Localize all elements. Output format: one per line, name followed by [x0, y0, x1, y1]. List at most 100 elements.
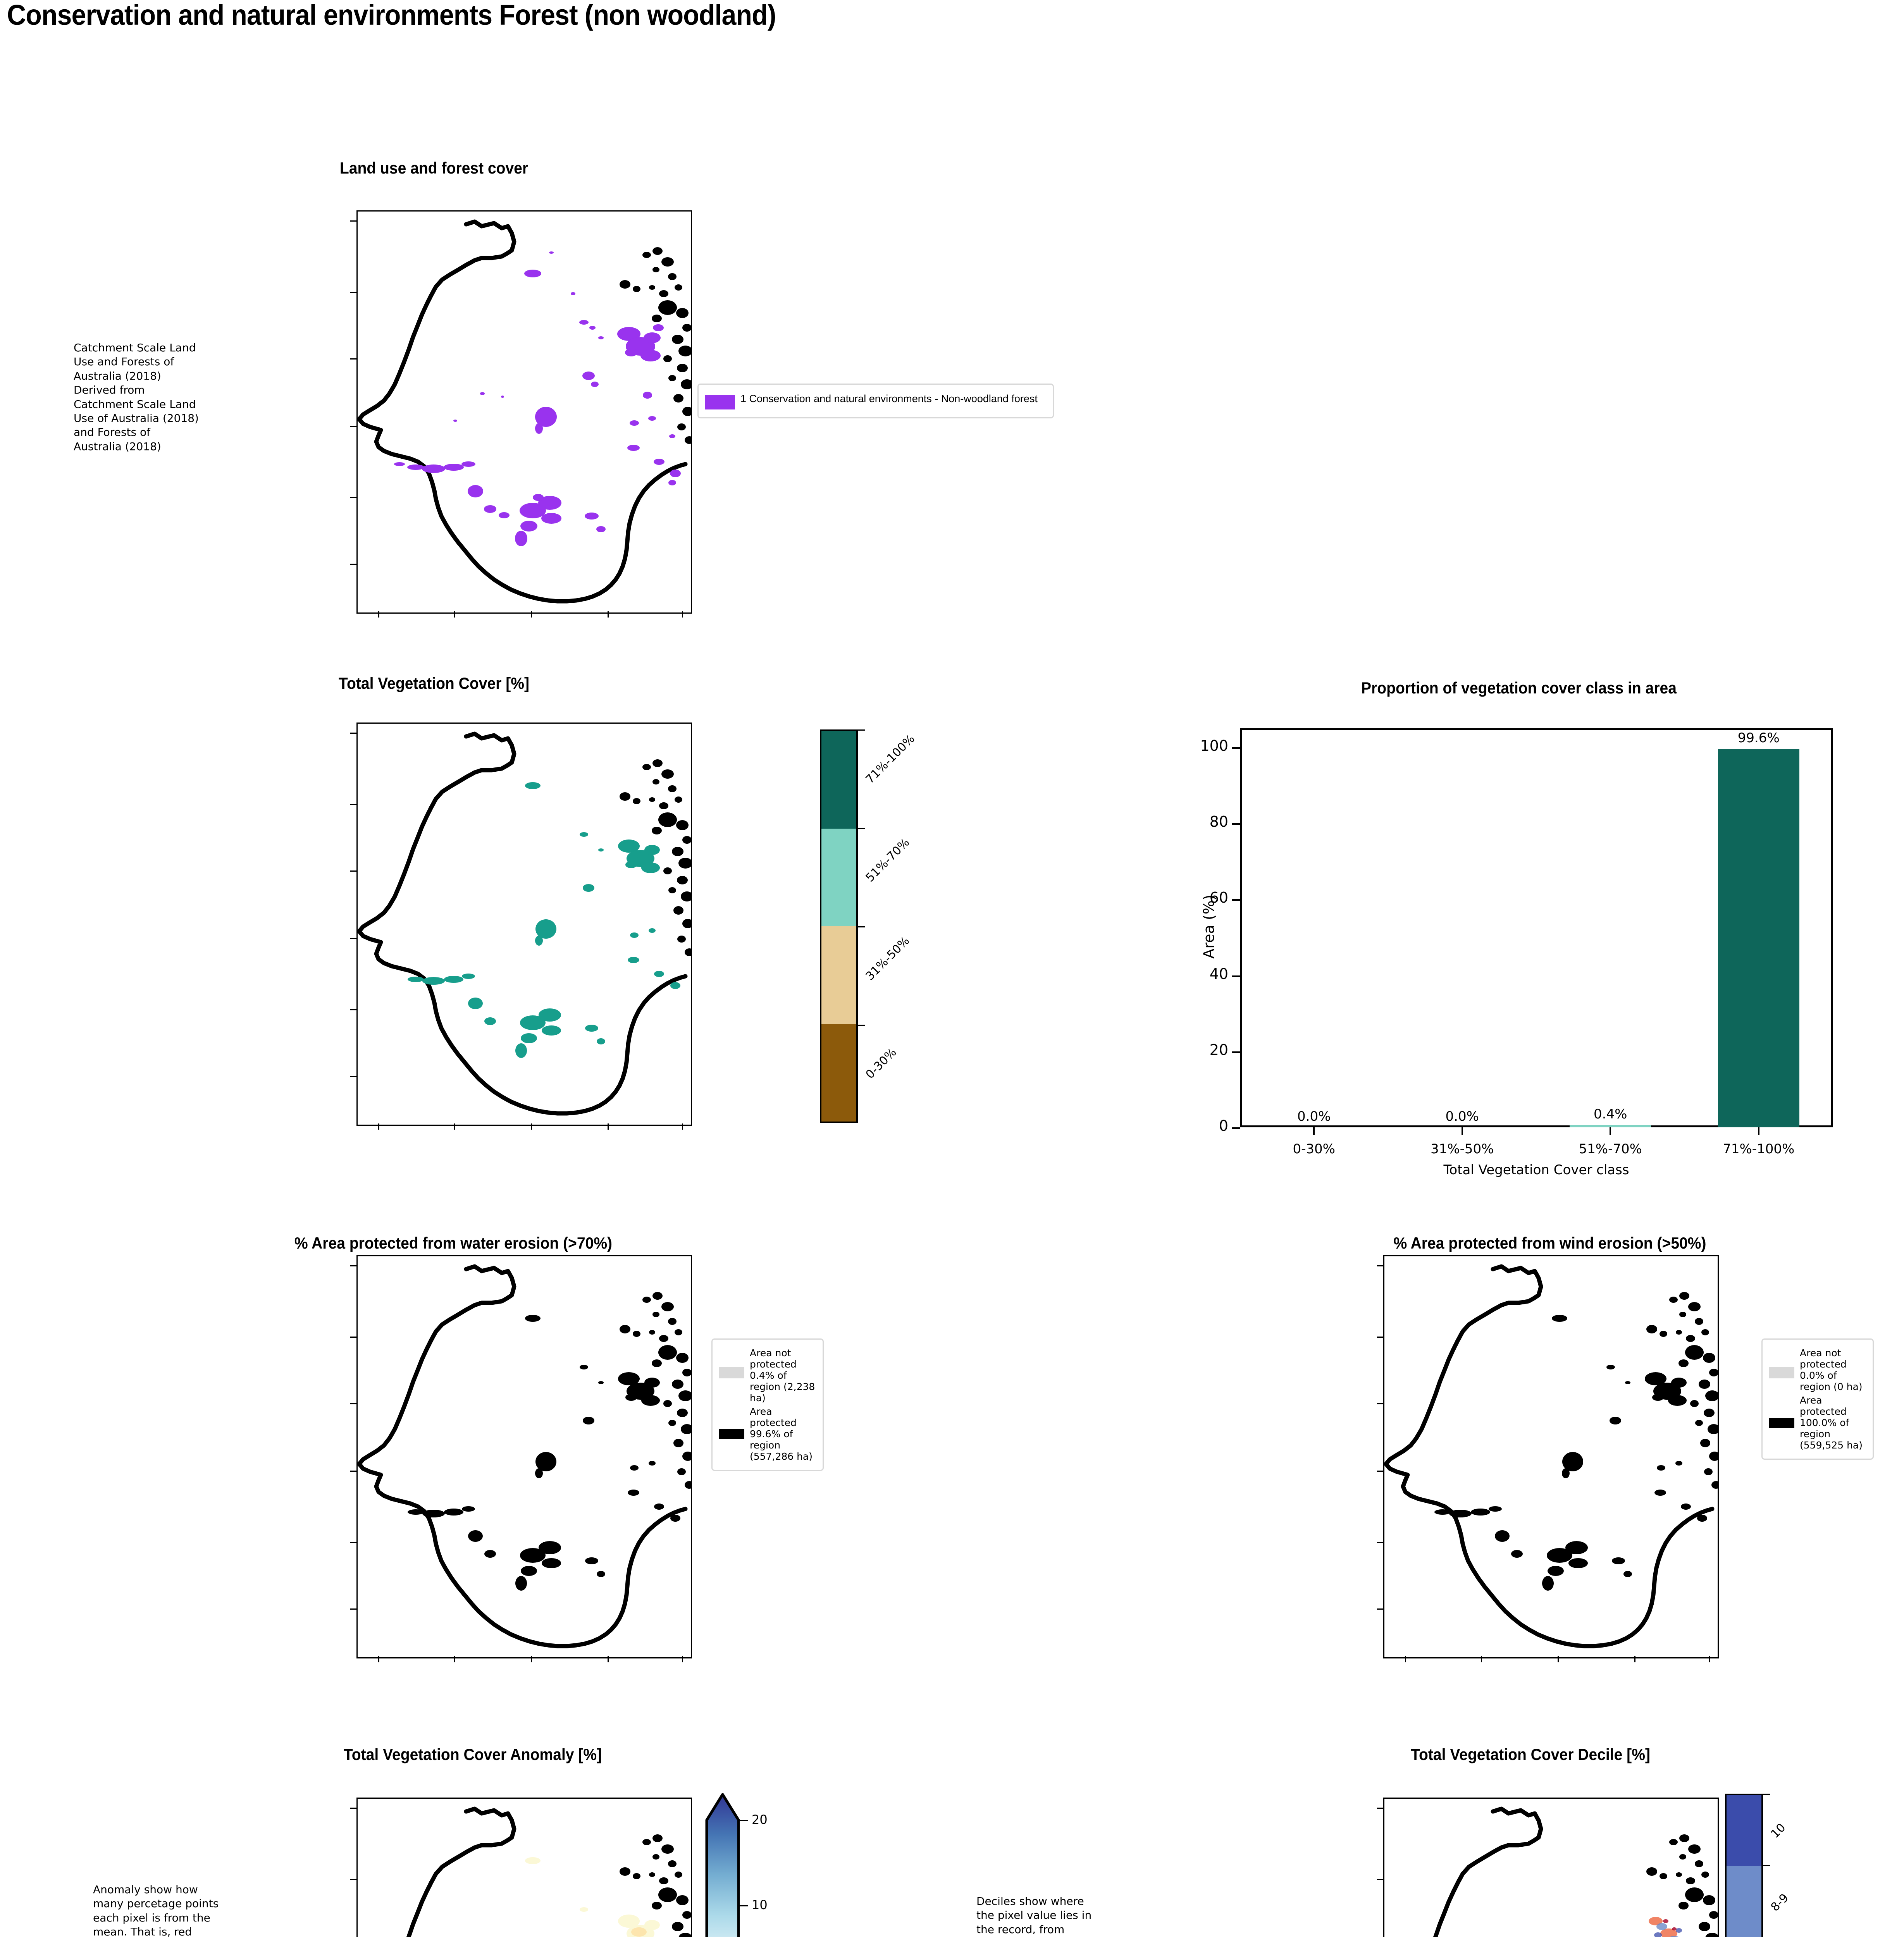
decile-colorbar: 108-94-72-31	[1725, 1794, 1791, 1937]
colorbar-segment	[1727, 1795, 1761, 1866]
decile-map	[1377, 1798, 1719, 1937]
barchart-y-tick-label: 80	[1209, 813, 1228, 831]
map-tick	[1377, 1808, 1383, 1809]
map-tick	[454, 611, 455, 618]
barchart-x-tick-label: 51%-70%	[1579, 1141, 1642, 1157]
colorbar-segment	[821, 731, 856, 829]
decile-panel-title: Total Vegetation Cover Decile [%]	[1411, 1745, 1650, 1763]
map-tick	[531, 1656, 532, 1662]
colorbar-tick-label: 20	[752, 1812, 768, 1827]
map-tick	[682, 1123, 683, 1130]
map-tick	[350, 220, 356, 222]
map-tick	[350, 1808, 356, 1809]
anomaly-panel-title: Total Vegetation Cover Anomaly [%]	[343, 1745, 602, 1763]
map-tick	[350, 1403, 356, 1404]
landuse-legend-swatch	[705, 395, 735, 409]
anomaly-map-svg	[406, 1806, 691, 1937]
map-tick	[378, 1656, 379, 1662]
wind-erosion-legend-item-row: Area not protected 0.0% of region (0 ha)	[1769, 1347, 1866, 1392]
map-tick	[350, 1076, 356, 1077]
colorbar-tick	[858, 926, 865, 927]
vegcover-map-svg	[358, 731, 691, 1116]
anomaly-colorbar-svg	[705, 1793, 740, 1937]
barchart-title: Proportion of vegetation cover class in …	[1361, 679, 1677, 697]
barchart-y-tick	[1232, 1051, 1240, 1053]
barchart-y-tick-label: 60	[1209, 889, 1228, 907]
map-tick	[1377, 1542, 1383, 1543]
colorbar-label: 0-30%	[863, 1045, 899, 1082]
barchart-y-tick	[1232, 975, 1240, 977]
colorbar-segment	[821, 926, 856, 1024]
barchart-bar	[1570, 1125, 1651, 1127]
map-tick	[350, 733, 356, 734]
landuse-legend: 1 Conservation and natural environments …	[697, 384, 1054, 418]
map-tick	[350, 1009, 356, 1010]
wind-erosion-map-svg	[1384, 1264, 1718, 1648]
map-tick	[350, 1608, 356, 1610]
map-tick	[1377, 1265, 1383, 1266]
water-erosion-legend-item-row: Area protected 99.6% of region (557,286 …	[719, 1406, 816, 1462]
barchart-y-tick-label: 40	[1209, 965, 1228, 982]
landuse-map-svg	[358, 219, 691, 604]
wind-erosion-map	[1377, 1255, 1719, 1662]
landuse-sidenote: Catchment Scale Land Use and Forests of …	[74, 341, 199, 453]
map-tick	[350, 564, 356, 565]
water-erosion-map	[350, 1255, 692, 1662]
barchart-value-label: 0.0%	[1297, 1109, 1331, 1124]
barchart-x-tick	[1313, 1127, 1315, 1135]
colorbar-segment	[1727, 1866, 1761, 1937]
water-erosion-panel-title: % Area protected from water erosion (>70…	[294, 1234, 613, 1252]
wind-erosion-legend-item-swatch	[1769, 1367, 1794, 1378]
colorbar-label: 10	[1768, 1820, 1789, 1841]
wind-erosion-legend-item-swatch	[1769, 1418, 1794, 1428]
map-tick	[350, 426, 356, 427]
colorbar-tick	[1763, 1794, 1770, 1795]
barchart-x-axis-label: Total Vegetation Cover class	[1443, 1162, 1629, 1178]
colorbar-label: 31%-50%	[863, 934, 912, 983]
map-tick	[454, 1656, 455, 1662]
map-tick	[1405, 1656, 1406, 1662]
landuse-legend-label: 1 Conservation and natural environments …	[740, 393, 1038, 404]
map-tick	[682, 611, 683, 618]
map-tick	[608, 1123, 609, 1130]
barchart-y-tick	[1232, 823, 1240, 825]
colorbar-tick	[858, 1025, 865, 1026]
colorbar-tick	[1763, 1865, 1770, 1866]
barchart-y-tick	[1232, 747, 1240, 749]
wind-erosion-legend-item-row: Area protected 100.0% of region (559,525…	[1769, 1395, 1866, 1451]
colorbar-tick	[739, 1820, 748, 1821]
vegcover-map	[350, 723, 692, 1130]
map-tick	[350, 1337, 356, 1338]
barchart-y-tick	[1232, 899, 1240, 901]
map-tick	[608, 1656, 609, 1662]
water-erosion-legend-item-swatch	[719, 1429, 744, 1439]
map-tick	[350, 870, 356, 872]
water-erosion-map-svg	[358, 1264, 691, 1648]
barchart-bar	[1718, 748, 1799, 1127]
water-erosion-legend-item-swatch	[719, 1367, 744, 1378]
map-tick	[350, 292, 356, 293]
map-tick	[531, 1123, 532, 1130]
map-tick	[350, 804, 356, 805]
water-erosion-legend: Area not protected 0.4% of region (2,238…	[711, 1338, 824, 1471]
water-erosion-legend-item-label: Area protected 99.6% of region (557,286 …	[750, 1406, 813, 1462]
wind-erosion-legend: Area not protected 0.0% of region (0 ha)…	[1761, 1338, 1874, 1460]
barchart-value-label: 0.4%	[1594, 1106, 1627, 1122]
barchart-y-tick	[1232, 1127, 1240, 1129]
colorbar-segment	[821, 1024, 856, 1122]
water-erosion-legend-item-row: Area not protected 0.4% of region (2,238…	[719, 1347, 816, 1404]
map-tick	[1377, 1608, 1383, 1610]
barchart-x-tick	[1461, 1127, 1463, 1135]
landuse-panel-title: Land use and forest cover	[339, 159, 529, 177]
barchart-y-tick-label: 0	[1219, 1117, 1228, 1134]
map-tick	[350, 1542, 356, 1543]
barchart-value-label: 0.0%	[1445, 1109, 1479, 1124]
decile-map-svg	[1433, 1806, 1718, 1937]
barchart-x-tick	[1610, 1127, 1611, 1135]
barchart-x-tick-label: 31%-50%	[1431, 1141, 1494, 1157]
colorbar-segment	[821, 829, 856, 926]
map-tick	[682, 1656, 683, 1662]
map-tick	[1377, 1403, 1383, 1404]
landuse-map	[350, 210, 692, 618]
